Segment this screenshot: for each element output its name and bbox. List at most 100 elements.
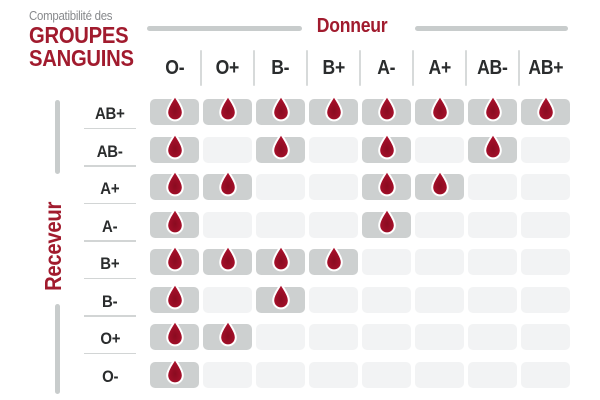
receiver-row-label-text: A+	[100, 179, 120, 198]
title-block: Compatibilité des GROUPES SANGUINS	[29, 7, 159, 70]
receiver-row-label-B+: B+	[84, 245, 136, 283]
matrix-cell-A--from-AB+	[521, 211, 570, 238]
blood-drop-icon	[483, 94, 502, 122]
column-separator-line	[518, 50, 520, 86]
row-separator-line	[84, 352, 136, 354]
blood-drop-icon	[165, 207, 184, 234]
matrix-cell-O--from-O+	[203, 361, 252, 388]
donor-col-header-AB+: AB+	[521, 50, 570, 86]
matrix-cell-A--from-O+	[203, 211, 252, 238]
matrix-cell-AB--from-A+	[415, 136, 464, 163]
blood-drop-icon	[165, 244, 184, 272]
receiver-row-label-A+: A+	[84, 170, 136, 208]
donor-col-header-B-: B-	[256, 50, 305, 86]
blood-drop-icon	[483, 132, 502, 159]
receiver-axis-label: Receveur	[40, 201, 66, 291]
matrix-cell-O--from-B+	[309, 361, 358, 388]
matrix-cell-O--from-A-	[362, 361, 411, 388]
matrix-cell-B--from-B+	[309, 286, 358, 313]
donor-axis-bar-right	[415, 26, 568, 31]
receiver-row-label-text: B-	[102, 291, 118, 311]
page-title-line2: SANGUINS	[29, 45, 134, 71]
blood-drop-icon	[271, 282, 290, 309]
blood-drop-icon	[430, 169, 449, 197]
receiver-row-label-B-: B-	[84, 283, 136, 321]
column-separator-line	[200, 50, 202, 86]
receiver-row-label-text: AB+	[95, 104, 125, 123]
column-separator-line	[306, 50, 308, 86]
blood-drop-icon	[218, 319, 237, 347]
matrix-cell-A+-from-B+	[309, 174, 358, 200]
matrix-cell-B+-from-A+	[415, 249, 464, 275]
title-eyebrow: Compatibilité des	[29, 8, 113, 23]
matrix-cell-A--from-B+	[309, 211, 358, 238]
receiver-row-label-O-: O-	[84, 358, 136, 396]
matrix-cell-B--from-O+	[203, 286, 252, 313]
matrix-cell-A--from-A+	[415, 211, 464, 238]
matrix-cell-B--from-A+	[415, 286, 464, 313]
donor-col-header-label: AB+	[528, 57, 563, 79]
blood-drop-icon	[218, 244, 237, 272]
receiver-row-label-text: B+	[100, 254, 120, 273]
matrix-cell-O+-from-A+	[415, 324, 464, 350]
blood-drop-icon	[377, 207, 396, 234]
receiver-row-label-text: A-	[102, 216, 118, 236]
matrix-cell-A+-from-AB+	[521, 174, 570, 200]
receiver-axis-bar-bottom	[55, 304, 60, 394]
matrix-cell-B+-from-A-	[362, 249, 411, 275]
compatibility-grid	[150, 94, 570, 391]
matrix-cell-B--from-AB+	[521, 286, 570, 313]
matrix-cell-O+-from-B+	[309, 324, 358, 350]
blood-drop-icon	[430, 94, 449, 122]
receiver-row-label-AB+: AB+	[84, 95, 136, 133]
donor-col-header-label: B+	[322, 57, 345, 79]
matrix-cell-O+-from-A-	[362, 324, 411, 350]
matrix-cell-O+-from-AB-	[468, 324, 517, 350]
donor-col-header-A-: A-	[362, 50, 411, 86]
blood-drop-icon	[271, 244, 290, 272]
blood-drop-icon	[271, 94, 290, 122]
blood-drop-icon	[377, 169, 396, 197]
receiver-row-label-text: AB-	[97, 141, 123, 161]
donor-col-header-label: O-	[164, 57, 185, 79]
row-separator-line	[84, 165, 136, 167]
row-separator-line	[84, 277, 136, 279]
page-title-line1: GROUPES	[29, 22, 129, 48]
blood-drop-icon	[271, 132, 290, 159]
matrix-cell-O+-from-AB+	[521, 324, 570, 350]
matrix-cell-A--from-AB-	[468, 211, 517, 238]
row-separator-line	[84, 202, 136, 204]
column-separator-line	[253, 50, 255, 86]
donor-axis-bar-left	[147, 26, 302, 31]
matrix-cell-AB--from-AB+	[521, 136, 570, 163]
receiver-row-label-AB-: AB-	[84, 133, 136, 171]
donor-col-header-label: O+	[215, 57, 240, 79]
blood-drop-icon	[165, 132, 184, 159]
donor-col-header-label: B-	[271, 57, 290, 79]
matrix-cell-AB--from-B+	[309, 136, 358, 163]
row-separator-line	[84, 315, 136, 317]
blood-drop-icon	[165, 169, 184, 197]
matrix-cell-O--from-AB-	[468, 361, 517, 388]
column-separator-line	[465, 50, 467, 86]
blood-drop-icon	[324, 244, 343, 272]
matrix-cell-B--from-AB-	[468, 286, 517, 313]
blood-drop-icon	[165, 282, 184, 309]
matrix-cell-A+-from-B-	[256, 174, 305, 200]
column-separator-line	[359, 50, 361, 86]
blood-drop-icon	[218, 169, 237, 197]
receiver-row-label-text: O-	[101, 366, 119, 386]
blood-drop-icon	[165, 94, 184, 122]
donor-col-header-B+: B+	[309, 50, 358, 86]
row-separator-line	[84, 240, 136, 242]
blood-drop-icon	[165, 319, 184, 347]
donor-axis-label: Donneur	[316, 15, 388, 37]
blood-drop-icon	[165, 357, 184, 384]
donor-column-headers: O- O+ B- B+ A- A+ AB- AB+	[150, 50, 570, 86]
blood-drop-icon	[377, 132, 396, 159]
donor-col-header-label: AB-	[477, 57, 508, 79]
matrix-cell-O+-from-B-	[256, 324, 305, 350]
row-separator-line	[84, 127, 136, 129]
receiver-row-labels: AB+ AB- A+ A- B+ B- O+ O-	[84, 95, 136, 395]
receiver-row-label-A-: A-	[84, 208, 136, 246]
